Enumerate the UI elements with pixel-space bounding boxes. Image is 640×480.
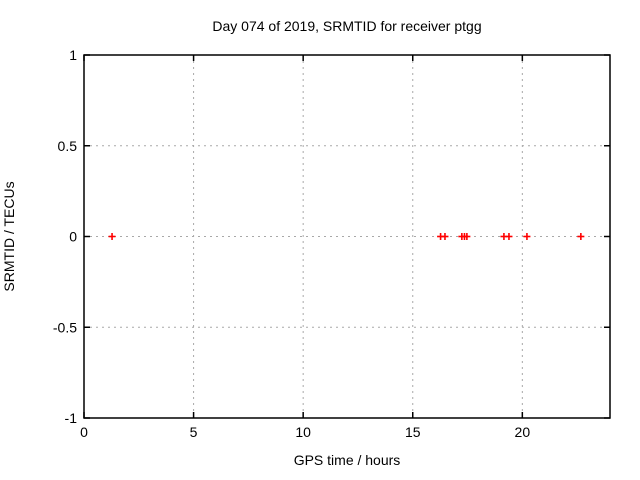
y-tick-label: -0.5 (53, 319, 77, 335)
x-tick-label: 10 (295, 424, 311, 440)
y-tick-label: 1 (69, 47, 77, 63)
data-point-marker (463, 233, 471, 240)
data-point-marker (505, 233, 513, 240)
x-tick-label: 0 (80, 424, 88, 440)
grid-layer (84, 55, 610, 418)
x-axis-label: GPS time / hours (294, 452, 401, 468)
x-tick-label: 5 (190, 424, 198, 440)
x-tick-label: 15 (405, 424, 421, 440)
data-point-marker (523, 233, 531, 240)
data-series-srmtid (108, 233, 585, 240)
data-point-marker (441, 233, 449, 240)
data-point-marker (108, 233, 116, 240)
tick-label-layer: 0 5 10 15 20 -1 -0.5 0 0.5 1 (53, 47, 530, 440)
data-point-marker (577, 233, 585, 240)
y-tick-label: 0.5 (58, 138, 78, 154)
y-tick-label: -1 (65, 410, 78, 426)
y-tick-label: 0 (69, 229, 77, 245)
y-axis-label: SRMTID / TECUs (1, 181, 17, 291)
x-tick-label: 20 (515, 424, 531, 440)
plot-border (83, 54, 611, 419)
chart-title: Day 074 of 2019, SRMTID for receiver ptg… (212, 18, 481, 34)
